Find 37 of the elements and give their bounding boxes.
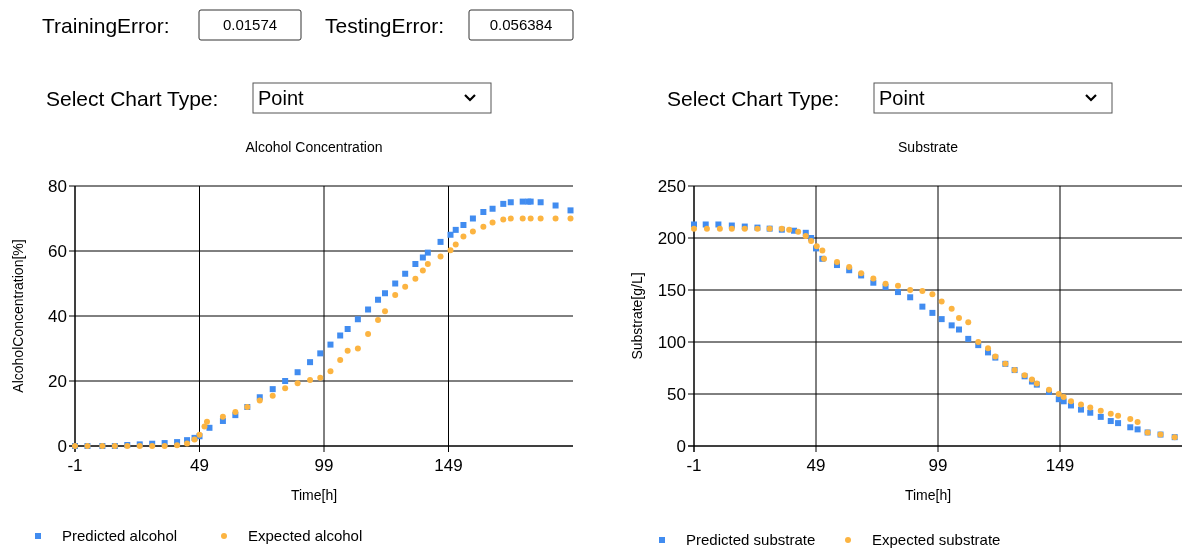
x-tick-label: 49	[806, 456, 826, 475]
x-tick-label: -1	[67, 456, 83, 475]
text: Point	[879, 87, 926, 109]
text: TestingError:	[325, 14, 445, 37]
x-axis-title: Time[h]	[904, 487, 952, 503]
y-tick-label: 0	[676, 437, 686, 456]
y-tick-label: 80	[48, 177, 67, 196]
y-tick-label: 50	[667, 385, 686, 404]
y-tick-label: 250	[657, 177, 686, 196]
y-tick-label: 100	[657, 333, 686, 352]
text: Point	[258, 87, 305, 109]
x-tick-label: 99	[314, 456, 334, 475]
text: TrainingError:	[42, 14, 170, 37]
text: 0.056384	[489, 16, 553, 33]
y-axis-title: Substrate[g/L]	[629, 272, 645, 360]
y-tick-label: 60	[48, 242, 67, 261]
legend-label: Expected alcohol	[248, 527, 363, 544]
x-tick-label: 149	[434, 456, 463, 475]
y-axis-title: AlcoholConcentration[%]	[10, 239, 26, 393]
y-tick-label: 0	[57, 437, 67, 456]
legend-label: Predicted alcohol	[62, 527, 178, 544]
x-axis-title: Time[h]	[290, 487, 338, 503]
chart-title: Substrate	[898, 139, 959, 155]
x-tick-label: 99	[928, 456, 948, 475]
y-tick-label: 40	[48, 307, 67, 326]
chart-title: Alcohol Concentration	[245, 139, 383, 155]
text: Select Chart Type:	[46, 87, 219, 110]
x-tick-label: 149	[1045, 456, 1075, 475]
x-tick-label: -1	[686, 456, 702, 475]
y-tick-label: 200	[657, 229, 686, 248]
y-tick-label: 150	[657, 281, 686, 300]
text: 0.01574	[222, 16, 278, 33]
y-tick-label: 20	[48, 372, 67, 391]
x-tick-label: 49	[190, 456, 209, 475]
legend-label: Predicted substrate	[686, 531, 816, 548]
text: Select Chart Type:	[667, 87, 840, 110]
legend-label: Expected substrate	[872, 531, 1001, 548]
